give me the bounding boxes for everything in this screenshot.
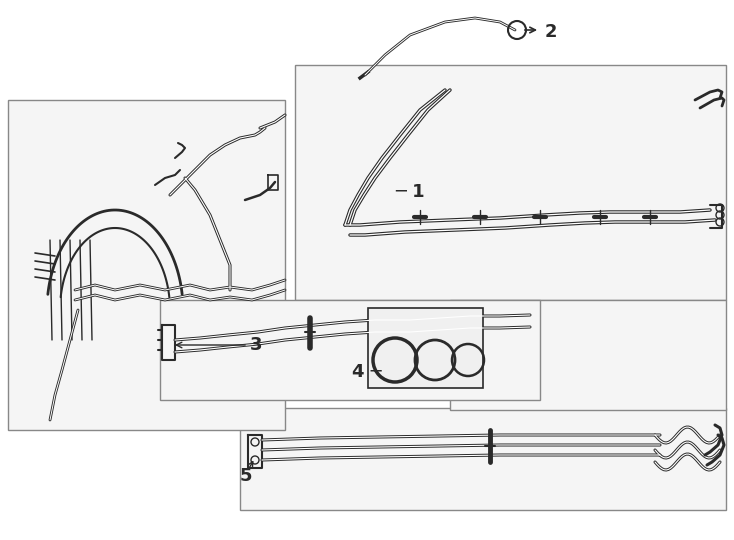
Polygon shape xyxy=(240,408,726,510)
Text: 2: 2 xyxy=(545,23,558,41)
Text: 5: 5 xyxy=(240,467,252,485)
Polygon shape xyxy=(450,300,726,410)
Text: 4 ─: 4 ─ xyxy=(352,363,382,381)
Polygon shape xyxy=(295,65,726,300)
Polygon shape xyxy=(160,300,540,400)
Text: 3: 3 xyxy=(250,336,263,354)
Text: ─ 1: ─ 1 xyxy=(395,183,425,201)
Bar xyxy=(368,308,483,388)
Polygon shape xyxy=(8,100,285,430)
